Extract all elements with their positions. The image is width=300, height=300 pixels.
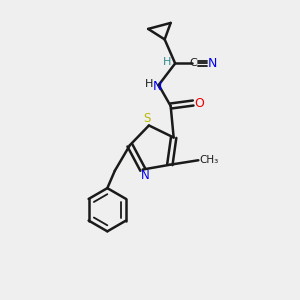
Text: N: N <box>152 80 162 93</box>
Text: H: H <box>163 57 171 67</box>
Text: N: N <box>141 169 150 182</box>
Text: C: C <box>189 58 197 68</box>
Text: S: S <box>144 112 151 125</box>
Text: H: H <box>145 79 153 88</box>
Text: O: O <box>194 97 204 110</box>
Text: CH₃: CH₃ <box>200 155 219 165</box>
Text: N: N <box>207 57 217 70</box>
